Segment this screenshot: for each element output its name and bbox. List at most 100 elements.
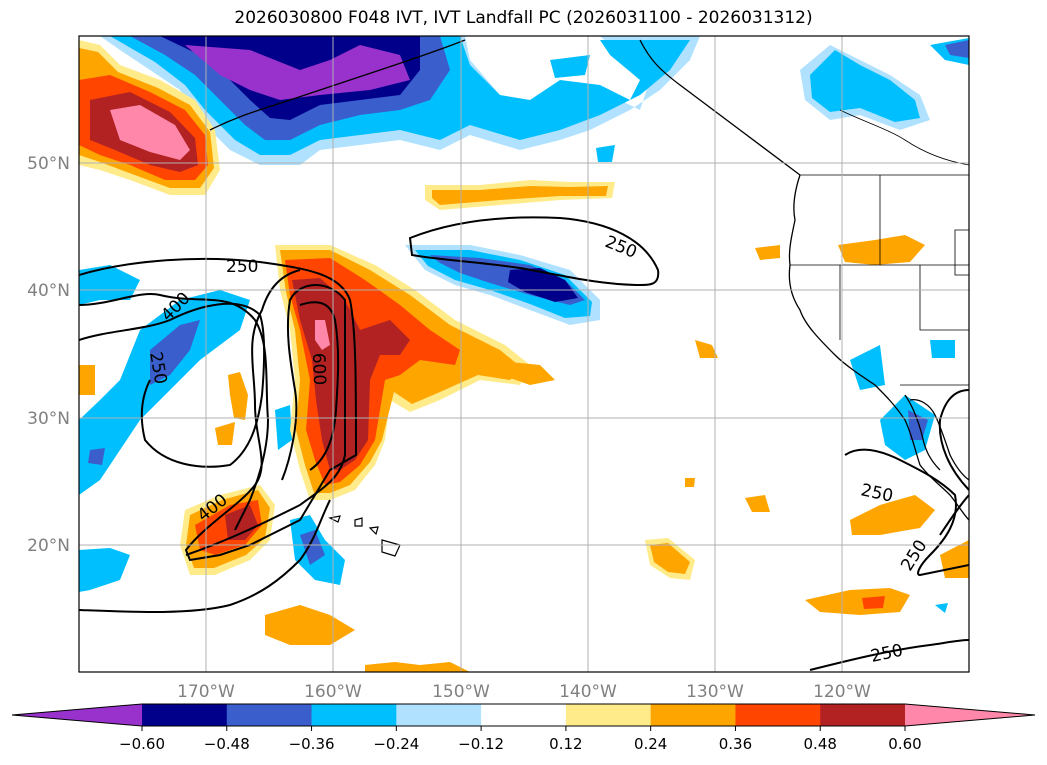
ivt-contour-400-west bbox=[79, 302, 266, 468]
positive-region-small-8-red bbox=[862, 596, 885, 609]
colorbar-tick-label: −0.24 bbox=[373, 735, 419, 753]
ivt-contour-250-east-2 bbox=[938, 389, 969, 491]
contour-label: 600 bbox=[308, 352, 329, 385]
negative-region-west-5 bbox=[88, 448, 105, 465]
lat-tick-label: 40°N bbox=[27, 281, 70, 301]
colorbar-swatch bbox=[226, 704, 313, 726]
positive-region-small-7 bbox=[745, 495, 770, 512]
positive-region-small-4 bbox=[695, 340, 718, 358]
colorbar-tick-label: 0.48 bbox=[804, 735, 837, 753]
negative-region-south-center-blue bbox=[300, 530, 325, 565]
colorbar-tick-label: 0.36 bbox=[719, 735, 752, 753]
map-gridlines bbox=[79, 36, 969, 672]
positive-region-small-16 bbox=[685, 478, 695, 487]
negative-region-west-2 bbox=[79, 290, 250, 495]
negative-region-tiny-7 bbox=[935, 603, 948, 613]
coastlines bbox=[209, 39, 969, 521]
colorbar-swatch bbox=[311, 704, 397, 726]
ivt-contour-250-east bbox=[844, 448, 969, 577]
coast-gulf-of-california bbox=[909, 399, 969, 481]
ivt-contour-250-south bbox=[79, 499, 331, 614]
lon-tick-label: 140°W bbox=[559, 682, 617, 702]
colorbar-tick-label: −0.12 bbox=[458, 735, 504, 753]
coast-baja bbox=[904, 394, 941, 471]
lat-tick-label: 20°N bbox=[27, 536, 70, 556]
colorbar-swatch bbox=[650, 704, 736, 726]
negative-region-tiny-4 bbox=[930, 340, 955, 358]
ivt-pc-shading: 250 250 400 400 250 600 250 250 250 bbox=[79, 36, 969, 672]
border-alaska-canada bbox=[839, 109, 969, 166]
colorbar-tick-label: 0.60 bbox=[888, 735, 921, 753]
positive-region-small-9 bbox=[850, 495, 935, 535]
border-state-6 bbox=[954, 229, 969, 276]
lat-tick-label: 50°N bbox=[27, 154, 70, 174]
positive-region-small-15 bbox=[510, 362, 555, 385]
coast-alaska-peninsula bbox=[209, 39, 466, 131]
positive-region-small-14 bbox=[365, 662, 470, 672]
negative-region-tiny-2 bbox=[596, 145, 615, 162]
lon-tick-label: 170°W bbox=[177, 682, 235, 702]
negative-region-tiny-3 bbox=[550, 55, 590, 78]
lat-tick-label: 30°N bbox=[27, 409, 70, 429]
colorbar-swatch bbox=[565, 704, 652, 726]
ivt-contour-400-south bbox=[185, 284, 346, 556]
negative-region-northeast-mid bbox=[810, 50, 920, 122]
positive-region-small-1 bbox=[228, 372, 248, 420]
island-4 bbox=[381, 539, 401, 557]
lon-tick-label: 120°W bbox=[813, 682, 871, 702]
negative-region-west-4 bbox=[79, 548, 130, 592]
border-state-4 bbox=[919, 265, 969, 331]
positive-region-small-11 bbox=[838, 235, 925, 265]
ivt-contour-250-southeast bbox=[809, 639, 969, 671]
positive-region-small-2 bbox=[215, 422, 235, 445]
negative-region-tiny-1 bbox=[275, 405, 292, 450]
negative-region-tiny-5 bbox=[850, 345, 885, 390]
hawaii-islands bbox=[328, 515, 401, 557]
colorbar-tick-label: −0.36 bbox=[289, 735, 335, 753]
lon-tick-label: 160°W bbox=[304, 682, 362, 702]
lon-tick-label: 130°W bbox=[686, 682, 744, 702]
colorbar-extend-high bbox=[905, 704, 1035, 726]
positive-region-northwest-pink bbox=[110, 105, 190, 160]
political-borders bbox=[790, 109, 969, 386]
latitude-ticks: 50°N 40°N 30°N 20°N bbox=[27, 154, 70, 556]
colorbar-tick-label: 0.12 bbox=[549, 735, 582, 753]
negative-region-west bbox=[79, 265, 140, 305]
ivt-contour-600 bbox=[299, 301, 340, 471]
ivt-contour-250-west bbox=[79, 257, 358, 562]
longitude-ticks: 170°W 160°W 150°W 140°W 130°W 120°W bbox=[177, 682, 871, 702]
colorbar-tick-label: −0.60 bbox=[119, 735, 165, 753]
positive-region-southwest-darkred bbox=[225, 505, 258, 540]
colorbar-swatch bbox=[735, 704, 821, 726]
positive-region-main-plume-pink bbox=[315, 320, 330, 350]
contour-label: 250 bbox=[226, 257, 258, 277]
ivt-contour-250-midlat bbox=[408, 216, 660, 287]
coast-west-us bbox=[788, 174, 969, 521]
negative-region-west-3 bbox=[150, 320, 200, 385]
map-title: 2026030800 F048 IVT, IVT Landfall PC (20… bbox=[234, 8, 813, 28]
positive-region-small-13 bbox=[79, 365, 95, 395]
map-frame bbox=[78, 35, 970, 673]
colorbar: −0.60 −0.48 −0.36 −0.24 −0.12 0.12 0.24 0.36 0.4… bbox=[11, 703, 1036, 753]
positive-region-small-5-orange bbox=[650, 543, 690, 574]
colorbar-swatch bbox=[142, 704, 228, 726]
colorbar-swatch bbox=[820, 704, 906, 726]
island-2 bbox=[354, 517, 363, 527]
island-1 bbox=[328, 515, 341, 523]
colorbar-swatch bbox=[481, 704, 567, 726]
negative-region-north-purple bbox=[185, 45, 410, 100]
ivt-contours bbox=[79, 216, 969, 671]
colorbar-extend-low bbox=[12, 704, 142, 726]
positive-region-small-3-orange bbox=[432, 186, 608, 205]
coast-alaska-panhandle bbox=[639, 39, 801, 176]
colorbar-tick-label: 0.24 bbox=[634, 735, 667, 753]
positive-region-small-12 bbox=[755, 245, 780, 260]
ivt-contour-250-se-2 bbox=[939, 494, 969, 536]
colorbar-tick-label: −0.48 bbox=[204, 735, 250, 753]
lon-tick-label: 150°W bbox=[432, 682, 490, 702]
colorbar-swatch bbox=[396, 704, 482, 726]
negative-region-midlat-navy bbox=[508, 268, 578, 302]
negative-region-ne-corner-blue bbox=[945, 40, 969, 58]
island-3 bbox=[368, 526, 379, 536]
